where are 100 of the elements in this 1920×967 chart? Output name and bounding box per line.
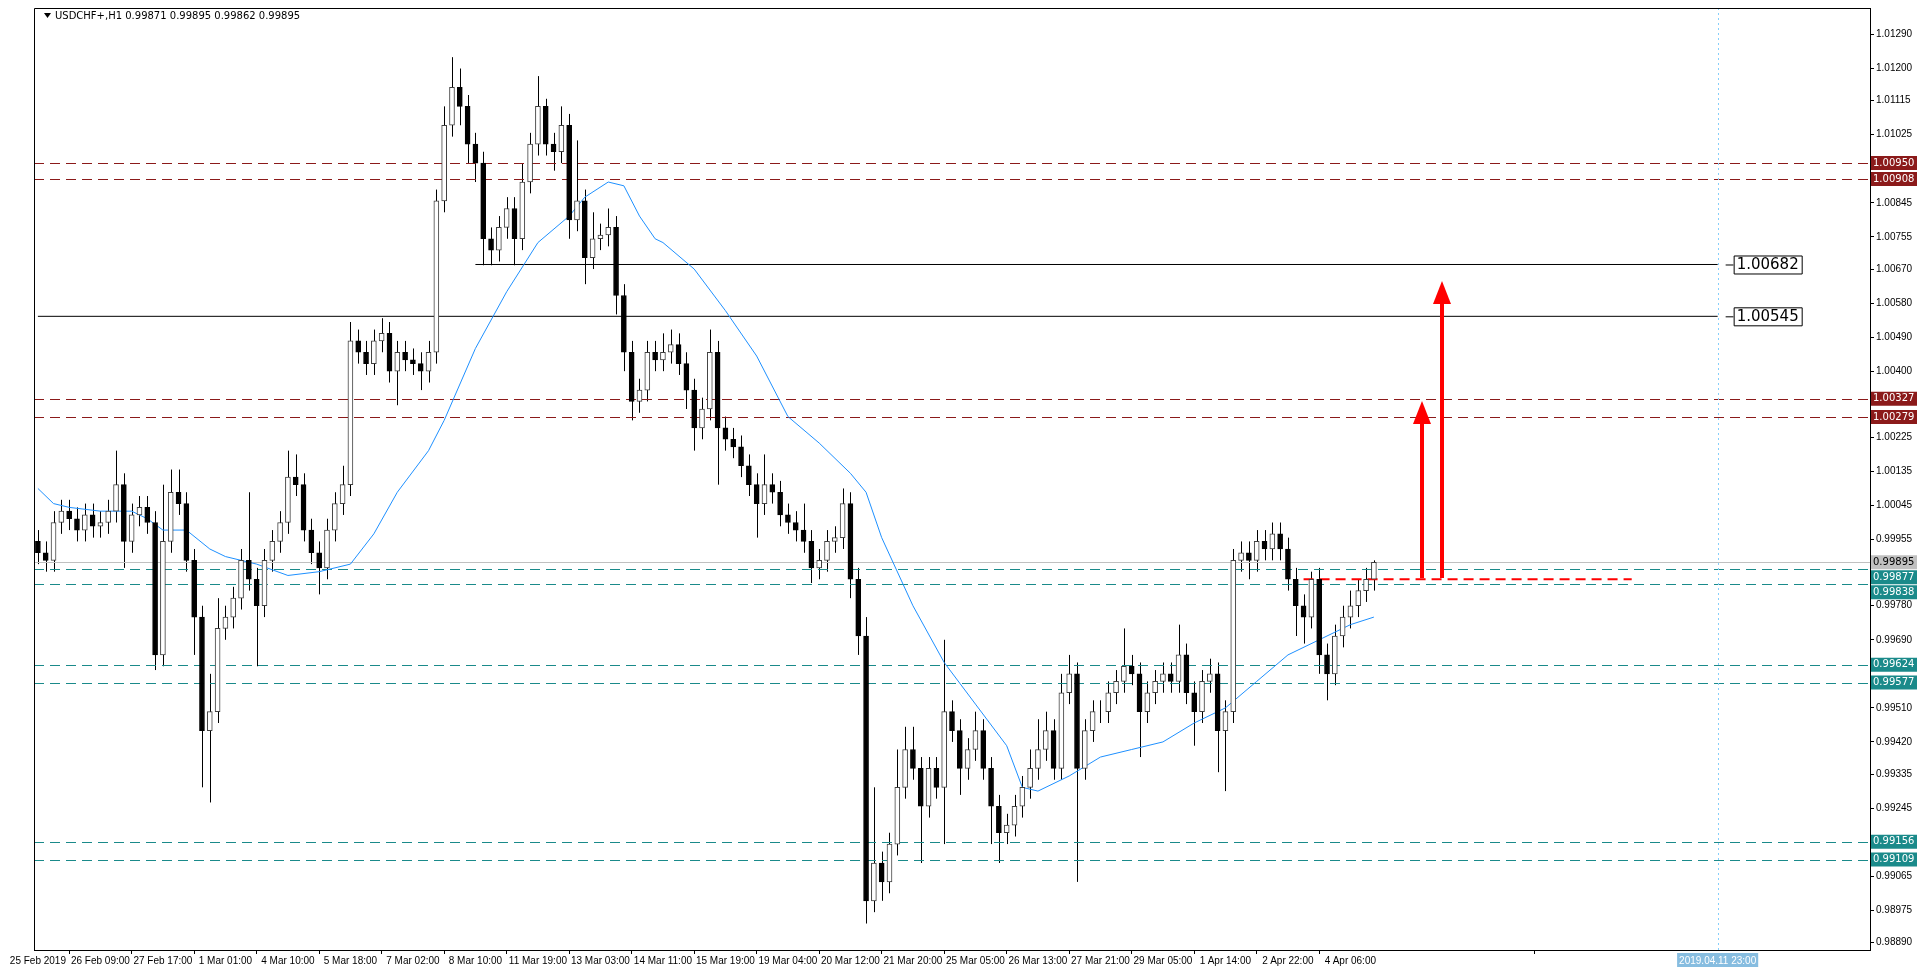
candlestick: [363, 340, 369, 376]
candlestick: [605, 208, 612, 247]
ref-line-label: 1.00950: [1873, 156, 1915, 168]
candlestick: [1253, 529, 1260, 573]
x-tick-label: 26 Feb 09:00: [70, 954, 131, 966]
y-tick-label: 0.99780: [1876, 599, 1913, 611]
ref-line-label: 0.99624: [1873, 658, 1915, 670]
candlestick: [1160, 661, 1166, 694]
y-tick-label: 0.99065: [1876, 869, 1913, 881]
candlestick: [316, 540, 322, 595]
x-tick-label: 21 Mar 20:00: [883, 954, 943, 966]
ref-line-label: 0.99838: [1873, 585, 1915, 597]
candlestick: [371, 329, 377, 376]
y-tick-label: 1.00135: [1876, 465, 1913, 477]
x-tick-label: 27 Mar 21:00: [1070, 954, 1131, 966]
candlestick: [402, 340, 408, 372]
candlestick: [785, 503, 791, 535]
candlestick: [417, 351, 424, 391]
y-tick-label: 1.01025: [1876, 128, 1913, 140]
candlestick: [824, 529, 830, 573]
ref-line-label: 0.99877: [1873, 570, 1915, 582]
candlestick: [746, 453, 752, 497]
candlestick: [1152, 669, 1158, 705]
x-tick-label: 1 Apr 14:00: [1199, 954, 1252, 966]
candlestick: [42, 540, 49, 573]
y-tick-label: 1.00225: [1876, 431, 1913, 443]
y-tick-label: 1.00490: [1876, 330, 1913, 342]
x-tick-label: 4 Mar 10:00: [261, 954, 316, 966]
y-tick-label: 1.00845: [1876, 196, 1913, 208]
ref-line-label: 0.99109: [1873, 853, 1915, 865]
x-tick-label: 26 Mar 13:00: [1008, 954, 1068, 966]
candlestick: [769, 472, 776, 505]
x-tick-label: 1 Mar 01:00: [198, 954, 253, 966]
y-tick-label: 1.00045: [1876, 499, 1913, 511]
y-tick-label: 0.99510: [1876, 701, 1913, 713]
x-tick-label: 2019.04.11 23:00: [1679, 954, 1757, 966]
candlestick: [699, 397, 705, 440]
x-tick-label: 7 Mar 02:00: [386, 954, 441, 966]
x-tick-label: 5 Mar 18:00: [323, 954, 378, 966]
candlestick: [74, 506, 80, 542]
candlestick: [660, 332, 666, 372]
candlestick: [738, 434, 744, 478]
y-tick-label: 1.00580: [1876, 296, 1913, 308]
x-tick-label: 19 Mar 04:00: [758, 954, 818, 966]
candlestick: [1206, 658, 1213, 694]
candlestick: [1113, 669, 1119, 705]
y-tick-label: 1.00670: [1876, 262, 1913, 274]
ref-line-label: 0.99156: [1873, 835, 1915, 847]
chart-title: USDCHF+,H1 0.99871 0.99895 0.99862 0.99895: [55, 10, 301, 21]
candlestick: [496, 215, 502, 262]
y-tick-label: 1.00400: [1876, 364, 1913, 376]
candlestick: [503, 196, 510, 240]
candlestick: [1003, 813, 1010, 845]
candlestick: [730, 427, 737, 459]
candlestick: [777, 480, 783, 527]
candlestick: [81, 503, 88, 542]
candlestick: [1105, 680, 1112, 724]
candlestick: [1128, 654, 1135, 686]
candlestick: [206, 673, 213, 803]
x-tick-label: 25 Mar 05:00: [945, 954, 1006, 966]
candlestick: [753, 472, 760, 539]
candlestick: [1238, 540, 1244, 573]
candlestick: [355, 329, 362, 365]
x-tick-label: 20 Mar 12:00: [820, 954, 881, 966]
ref-line-label: 1.00908: [1873, 172, 1915, 184]
series-label: 1.00682: [1736, 255, 1799, 274]
candlestick: [1191, 680, 1198, 747]
candlestick: [949, 699, 955, 743]
candlestick: [816, 548, 823, 580]
candlestick: [652, 340, 658, 372]
ref-line-label: 0.99895: [1873, 555, 1915, 567]
y-tick-label: 0.99245: [1876, 801, 1913, 813]
candlestick: [1019, 775, 1026, 819]
candlestick: [230, 586, 237, 629]
candlestick: [246, 491, 252, 592]
series-label: 1.00545: [1736, 307, 1799, 326]
ref-line-label: 0.99577: [1873, 676, 1915, 688]
ref-line-label: 1.00327: [1873, 392, 1915, 404]
candlestick: [1121, 627, 1127, 694]
candlestick: [105, 499, 112, 535]
candlestick: [831, 525, 838, 554]
candlestick: [1371, 559, 1377, 592]
y-tick-label: 1.00755: [1876, 230, 1913, 242]
x-tick-label: 14 Mar 11:00: [633, 954, 693, 966]
candlestick: [1027, 748, 1033, 800]
y-tick-label: 0.98975: [1876, 904, 1913, 916]
candlestick: [910, 726, 916, 781]
x-tick-label: 4 Apr 06:00: [1324, 954, 1377, 966]
candlestick: [1277, 522, 1283, 561]
x-tick-label: 27 Feb 17:00: [133, 954, 193, 966]
candlestick: [144, 495, 151, 535]
y-tick-label: 0.99420: [1876, 735, 1913, 747]
candlestick: [1144, 680, 1151, 724]
candlestick: [667, 329, 674, 365]
candlestick: [1066, 654, 1073, 705]
candlestick: [1269, 522, 1276, 561]
candlestick: [1324, 643, 1330, 701]
y-tick-label: 0.99335: [1876, 767, 1913, 779]
candlestick: [456, 68, 463, 126]
x-tick-label: 8 Mar 10:00: [448, 954, 503, 966]
